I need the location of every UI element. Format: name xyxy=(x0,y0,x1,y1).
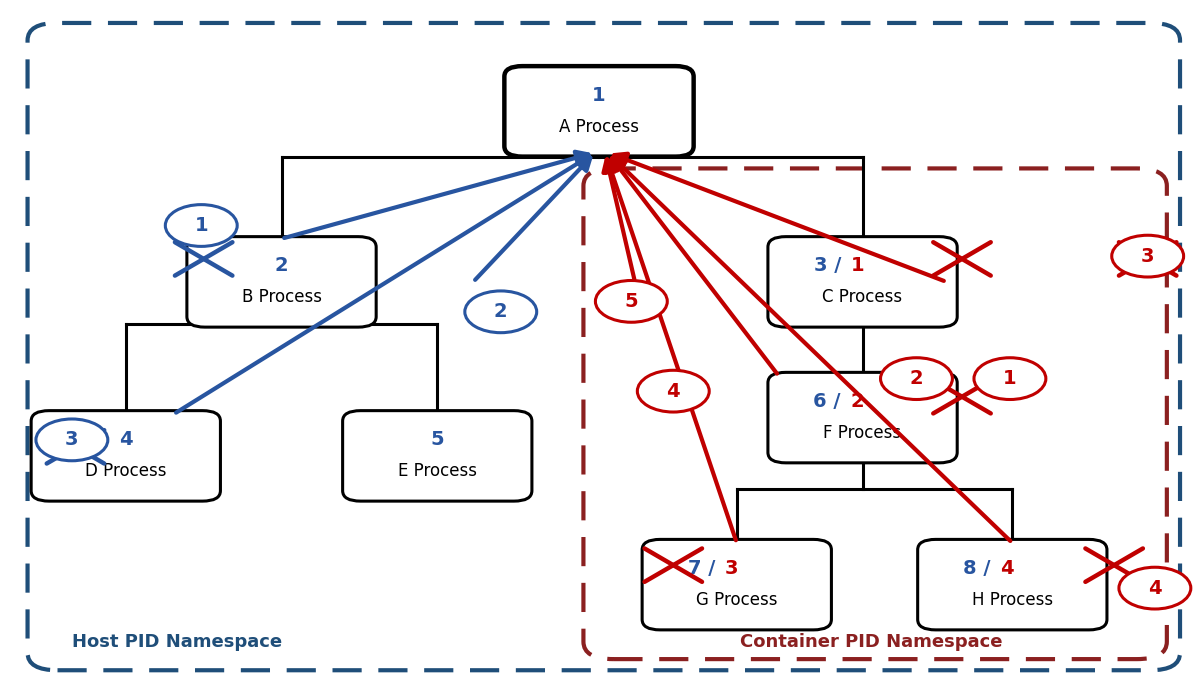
FancyBboxPatch shape xyxy=(768,372,957,463)
Text: F Process: F Process xyxy=(823,424,902,442)
Text: 3: 3 xyxy=(65,430,79,450)
Text: 6 /: 6 / xyxy=(813,392,841,411)
Text: D Process: D Process xyxy=(85,462,167,480)
Text: H Process: H Process xyxy=(972,591,1053,609)
FancyBboxPatch shape xyxy=(768,237,957,327)
Text: 1: 1 xyxy=(592,86,606,105)
Circle shape xyxy=(595,280,667,322)
Text: 1: 1 xyxy=(851,256,864,276)
Text: Container PID Namespace: Container PID Namespace xyxy=(740,633,1003,651)
Text: 2: 2 xyxy=(909,369,924,388)
Text: 1: 1 xyxy=(1003,369,1017,388)
Circle shape xyxy=(974,358,1046,400)
Circle shape xyxy=(881,358,952,400)
Circle shape xyxy=(1119,567,1191,609)
Text: 8 /: 8 / xyxy=(963,559,991,578)
FancyBboxPatch shape xyxy=(504,66,694,157)
Circle shape xyxy=(465,291,537,333)
Text: C Process: C Process xyxy=(823,288,902,306)
FancyBboxPatch shape xyxy=(343,411,532,501)
Text: 4: 4 xyxy=(1148,578,1162,598)
Circle shape xyxy=(36,419,108,461)
Circle shape xyxy=(1112,235,1184,277)
FancyBboxPatch shape xyxy=(642,539,831,630)
Text: 3 /: 3 / xyxy=(813,256,841,276)
Text: 2: 2 xyxy=(494,302,508,322)
Text: 4: 4 xyxy=(119,430,133,450)
Text: G Process: G Process xyxy=(696,591,778,609)
Text: 2: 2 xyxy=(851,392,864,411)
Text: 3: 3 xyxy=(725,559,738,578)
Circle shape xyxy=(165,205,237,246)
Text: 5: 5 xyxy=(624,292,639,311)
Text: 4: 4 xyxy=(1000,559,1014,578)
Text: 5: 5 xyxy=(430,430,444,450)
Text: 7 /: 7 / xyxy=(688,559,715,578)
Text: B Process: B Process xyxy=(242,288,321,306)
Text: E Process: E Process xyxy=(398,462,477,480)
Text: 3: 3 xyxy=(1140,246,1155,266)
Text: 4: 4 xyxy=(666,381,680,401)
Text: A Process: A Process xyxy=(559,118,639,136)
FancyBboxPatch shape xyxy=(31,411,220,501)
FancyBboxPatch shape xyxy=(187,237,376,327)
Circle shape xyxy=(637,370,709,412)
Text: 1: 1 xyxy=(194,216,208,235)
Text: Host PID Namespace: Host PID Namespace xyxy=(72,633,282,651)
FancyBboxPatch shape xyxy=(918,539,1107,630)
Text: 2: 2 xyxy=(274,256,289,276)
